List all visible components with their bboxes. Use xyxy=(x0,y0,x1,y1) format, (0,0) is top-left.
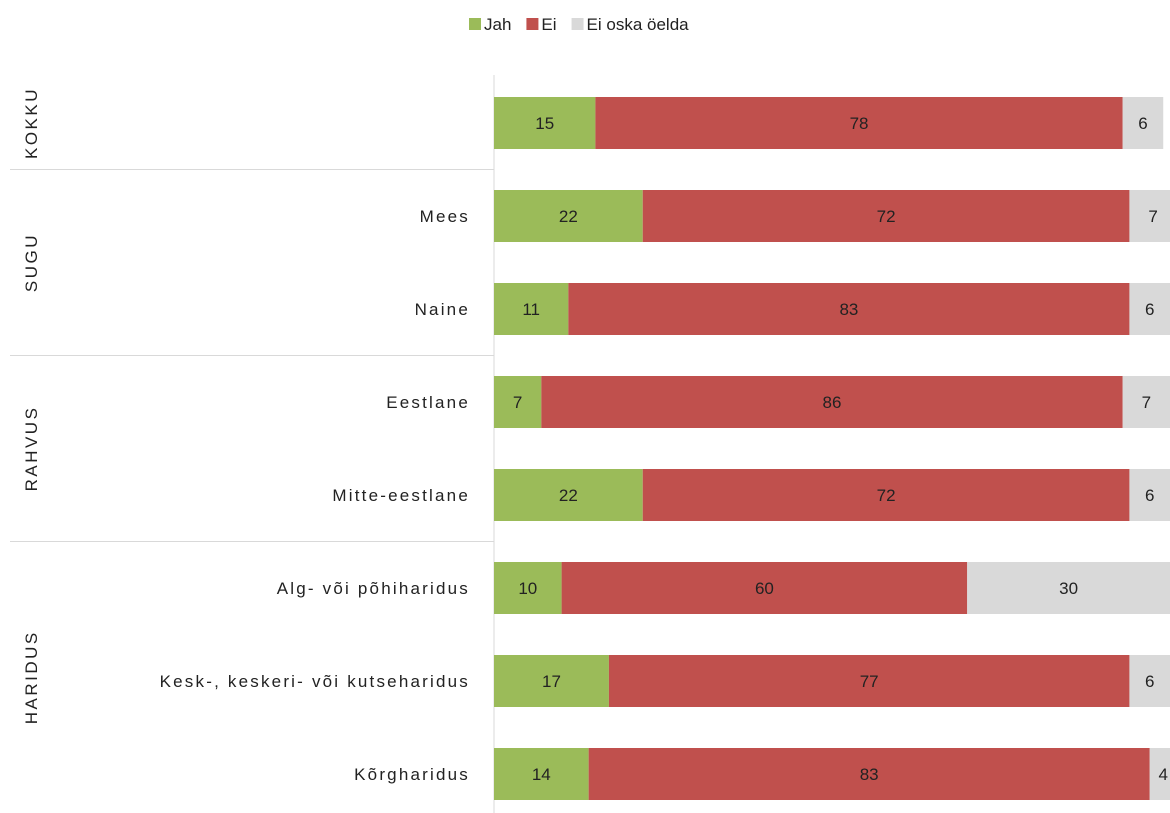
legend-label-0: Jah xyxy=(484,15,511,34)
data-label-5-1: 60 xyxy=(755,579,774,598)
bar-7-0 xyxy=(494,748,589,800)
data-label-6-0: 17 xyxy=(542,672,561,691)
category-labels: Mees Naine Eestlane Mitte-eestlane Alg- või … xyxy=(160,207,470,784)
data-label-6-2: 6 xyxy=(1145,672,1154,691)
category-label-1: Mees xyxy=(420,207,470,226)
bar-3-1 xyxy=(541,376,1123,428)
group-labels: KOKKU SUGU RAHVUS HARIDUS xyxy=(22,87,41,724)
bar-5-0 xyxy=(494,562,562,614)
data-label-5-2: 30 xyxy=(1059,579,1078,598)
data-label-3-1: 86 xyxy=(823,393,842,412)
data-label-6-1: 77 xyxy=(860,672,879,691)
bar-3-0 xyxy=(494,376,542,428)
group-label-2: RAHVUS xyxy=(22,406,41,492)
bar-1-0 xyxy=(494,190,643,242)
bar-5-1 xyxy=(561,562,968,614)
data-label-0-2: 6 xyxy=(1138,114,1147,133)
legend-swatch-1 xyxy=(526,18,539,30)
data-label-1-1: 72 xyxy=(877,207,896,226)
category-label-5: Alg- või põhiharidus xyxy=(277,579,470,598)
data-label-4-1: 72 xyxy=(877,486,896,505)
bar-7-1 xyxy=(588,748,1150,800)
data-label-4-0: 22 xyxy=(559,486,578,505)
data-label-7-0: 14 xyxy=(532,765,551,784)
bar-7-2 xyxy=(1149,748,1170,800)
bar-3-2 xyxy=(1122,376,1170,428)
bar-5-2 xyxy=(967,562,1170,614)
bar-0-1 xyxy=(595,97,1123,149)
legend-swatch-0 xyxy=(469,18,481,30)
legend-swatch-2 xyxy=(571,18,584,30)
category-label-4: Mitte-eestlane xyxy=(332,486,470,505)
category-label-7: Kõrgharidus xyxy=(354,765,470,784)
data-label-1-0: 22 xyxy=(559,207,578,226)
data-label-3-2: 7 xyxy=(1142,393,1151,412)
data-label-0-1: 78 xyxy=(850,114,869,133)
bar-1-2 xyxy=(1129,190,1170,242)
bar-4-0 xyxy=(494,469,643,521)
bar-6-2 xyxy=(1129,655,1170,707)
bar-2-0 xyxy=(494,283,569,335)
category-label-2: Naine xyxy=(415,300,470,319)
bar-2-1 xyxy=(568,283,1130,335)
bar-0-2 xyxy=(1122,97,1164,149)
legend: Jah Ei Ei oska öelda xyxy=(469,15,689,34)
data-label-5-0: 10 xyxy=(518,579,537,598)
data-label-0-0: 15 xyxy=(535,114,554,133)
bar-4-2 xyxy=(1129,469,1170,521)
data-label-2-0: 11 xyxy=(522,300,540,319)
data-label-2-2: 6 xyxy=(1145,300,1154,319)
category-label-3: Eestlane xyxy=(386,393,470,412)
bar-6-1 xyxy=(608,655,1130,707)
data-label-2-1: 83 xyxy=(839,300,858,319)
legend-label-1: Ei xyxy=(541,15,556,34)
group-label-0: KOKKU xyxy=(22,87,41,159)
bar-2-2 xyxy=(1129,283,1170,335)
data-label-1-2: 7 xyxy=(1148,207,1157,226)
data-label-3-0: 7 xyxy=(513,393,522,412)
category-label-6: Kesk-, keskeri- või kutseharidus xyxy=(160,672,470,691)
group-label-1: SUGU xyxy=(22,233,41,292)
legend-label-2: Ei oska öelda xyxy=(587,15,690,34)
bar-6-0 xyxy=(494,655,609,707)
data-label-7-1: 83 xyxy=(860,765,879,784)
group-label-3: HARIDUS xyxy=(22,630,41,724)
bar-0-0 xyxy=(494,97,596,149)
group-separators xyxy=(10,169,494,542)
data-label-4-2: 6 xyxy=(1145,486,1154,505)
bar-1-1 xyxy=(642,190,1130,242)
data-label-7-2: 4 xyxy=(1159,765,1168,784)
bar-4-1 xyxy=(642,469,1130,521)
